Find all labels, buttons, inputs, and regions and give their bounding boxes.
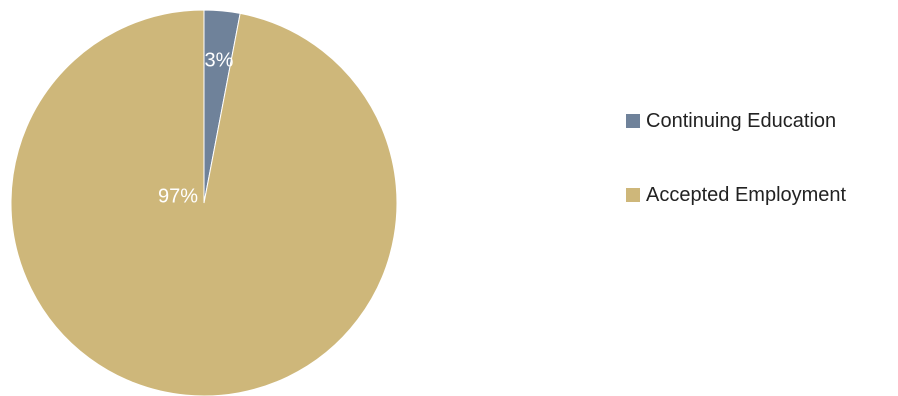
- pie-labels: 3% 97%: [158, 49, 234, 207]
- legend-swatch-continuing-education: [626, 114, 640, 128]
- pie-slice-accepted-employment: [10, 9, 398, 396]
- data-label-continuing-education: 3%: [205, 49, 234, 71]
- legend-item-accepted-employment: Accepted Employment: [626, 182, 846, 208]
- legend: Continuing Education Accepted Employment: [626, 108, 846, 256]
- pie-slices: [10, 9, 398, 396]
- legend-swatch-accepted-employment: [626, 188, 640, 202]
- data-label-accepted-employment: 97%: [158, 185, 198, 207]
- legend-item-continuing-education: Continuing Education: [626, 108, 846, 134]
- legend-label-continuing-education: Continuing Education: [646, 109, 837, 132]
- legend-label-accepted-employment: Accepted Employment: [646, 183, 847, 206]
